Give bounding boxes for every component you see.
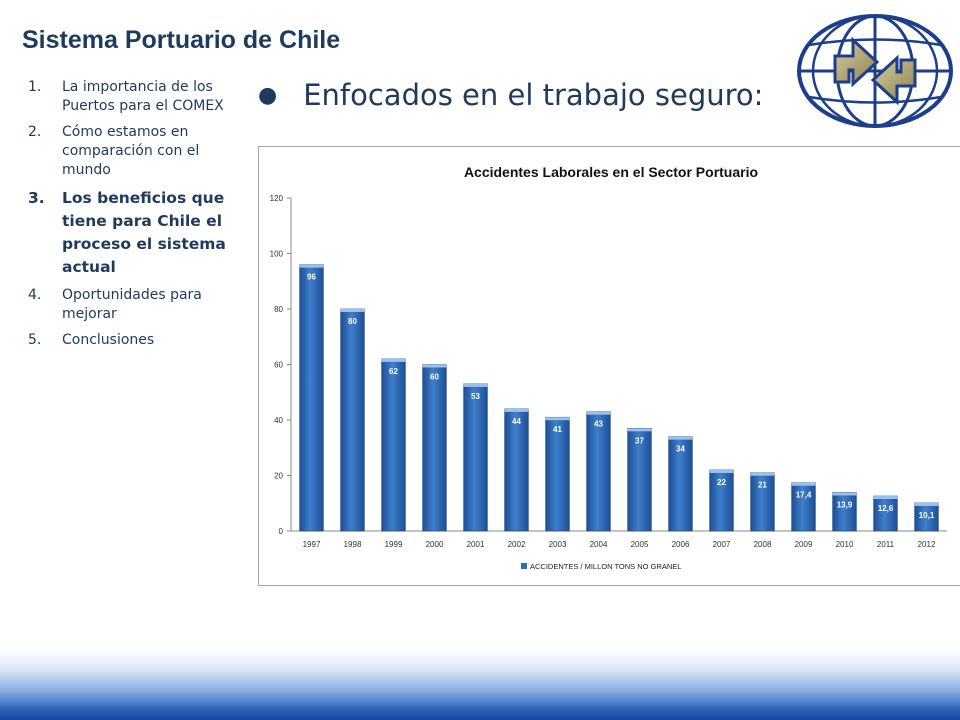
bar-highlight — [381, 358, 406, 362]
x-tick-label: 2003 — [549, 540, 567, 549]
x-tick-label: 2004 — [590, 540, 608, 549]
agenda-text: La importancia de los Puertos para el CO… — [62, 79, 224, 114]
bar-data-label: 60 — [430, 373, 439, 382]
bar-1998 — [340, 308, 365, 532]
bar-data-label: 17,4 — [796, 491, 812, 500]
x-tick-label: 2009 — [795, 540, 813, 549]
x-tick-label: 2005 — [631, 540, 649, 549]
bar-data-label: 21 — [758, 481, 767, 490]
bar-2001 — [463, 383, 488, 532]
y-tick-label: 40 — [274, 416, 283, 425]
bar-highlight — [709, 469, 734, 473]
bar-data-label: 22 — [717, 478, 726, 487]
slide-title: Sistema Portuario de Chile — [22, 26, 341, 54]
bullet-dot-icon: ● — [258, 82, 278, 108]
bar-highlight — [627, 428, 652, 432]
x-tick-label: 2010 — [836, 540, 854, 549]
bar-highlight — [545, 417, 570, 421]
agenda-number: 4. — [28, 287, 42, 303]
x-tick-label: 2011 — [877, 540, 895, 549]
y-tick-label: 100 — [270, 250, 284, 259]
bar-2010 — [832, 492, 857, 532]
legend-swatch — [521, 563, 527, 569]
x-tick-label: 2006 — [672, 540, 690, 549]
globe-arrows-logo-icon — [797, 14, 953, 128]
agenda-text: Conclusiones — [62, 332, 155, 348]
x-tick-label: 2007 — [713, 540, 731, 549]
bar-highlight — [914, 502, 939, 506]
bar-data-label: 53 — [471, 392, 480, 401]
bar-data-label: 96 — [307, 273, 316, 282]
bar-highlight — [668, 436, 693, 440]
bar-data-label: 34 — [676, 445, 685, 454]
legend-label: ACCIDENTES / MILLON TONS NO GRANEL — [530, 562, 681, 571]
y-tick-label: 20 — [274, 472, 283, 481]
bar-highlight — [299, 264, 324, 268]
x-tick-label: 1999 — [385, 540, 403, 549]
bar-data-label: 41 — [553, 425, 562, 434]
bar-data-label: 37 — [635, 436, 644, 445]
bar-1999 — [381, 358, 406, 532]
bar-1997 — [299, 264, 324, 532]
bar-data-label: 10,1 — [919, 511, 935, 520]
bar-data-label: 80 — [348, 317, 357, 326]
bar-highlight — [504, 408, 529, 412]
agenda-item-1: 1. La importancia de los Puertos para el… — [28, 78, 233, 116]
bar-2000 — [422, 364, 447, 532]
x-tick-label: 1997 — [303, 540, 321, 549]
agenda-item-5: 5. Conclusiones — [28, 331, 233, 350]
bar-highlight — [422, 364, 447, 368]
x-tick-label: 2001 — [467, 540, 485, 549]
agenda-text: Los beneficios que tiene para Chile el p… — [62, 189, 226, 276]
x-tick-label: 1998 — [344, 540, 362, 549]
bar-2011 — [873, 495, 898, 532]
accidents-chart: Accidentes Laborales en el Sector Portua… — [258, 146, 960, 586]
bar-data-label: 62 — [389, 367, 398, 376]
agenda-text: Oportunidades para mejorar — [62, 287, 202, 322]
x-tick-label: 2000 — [426, 540, 444, 549]
agenda-number: 5. — [28, 332, 42, 348]
agenda-number: 2. — [28, 124, 42, 140]
chart-canvas: Accidentes Laborales en el Sector Portua… — [270, 164, 947, 571]
bar-data-label: 12,6 — [878, 504, 894, 513]
bar-highlight — [463, 383, 488, 387]
bar-highlight — [873, 496, 898, 500]
bar-data-label: 43 — [594, 420, 603, 429]
bar-highlight — [750, 472, 775, 476]
agenda-list: 1. La importancia de los Puertos para el… — [28, 78, 233, 357]
agenda-text: Cómo estamos en comparación con el mundo — [62, 124, 200, 178]
agenda-number: 1. — [28, 79, 42, 95]
main-bullet: ● Enfocados en el trabajo seguro: — [258, 78, 763, 112]
footer-band — [0, 648, 960, 720]
x-tick-label: 2008 — [754, 540, 772, 549]
chart-legend: ACCIDENTES / MILLON TONS NO GRANEL — [521, 562, 681, 571]
bullet-text: Enfocados en el trabajo seguro: — [303, 78, 764, 112]
bar-data-label: 13,9 — [837, 500, 853, 509]
y-tick-label: 80 — [274, 305, 283, 314]
bar-highlight — [791, 482, 816, 486]
y-tick-label: 0 — [279, 527, 284, 536]
bar-highlight — [340, 309, 365, 312]
agenda-number: 3. — [28, 189, 45, 207]
x-tick-label: 2012 — [918, 540, 936, 549]
y-tick-label: 120 — [270, 194, 284, 203]
bar-data-label: 44 — [512, 417, 521, 426]
bar-2002 — [504, 408, 529, 532]
chart-title: Accidentes Laborales en el Sector Portua… — [464, 164, 758, 180]
agenda-item-2: 2. Cómo estamos en comparación con el mu… — [28, 123, 233, 180]
bar-2004 — [586, 411, 611, 532]
x-tick-label: 2002 — [508, 540, 526, 549]
y-tick-label: 60 — [274, 361, 283, 370]
agenda-item-3-active: 3. Los beneficios que tiene para Chile e… — [28, 187, 233, 279]
bar-highlight — [832, 492, 857, 496]
bar-2003 — [545, 416, 570, 532]
bar-highlight — [586, 411, 611, 415]
agenda-item-4: 4. Oportunidades para mejorar — [28, 286, 233, 324]
